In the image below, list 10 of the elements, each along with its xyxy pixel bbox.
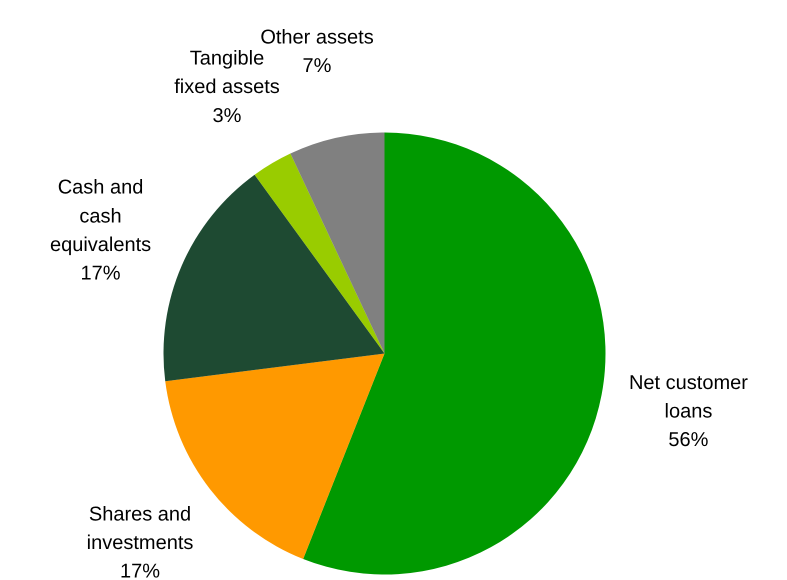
slice-label: Shares and investments: [86, 504, 194, 554]
data-label: 17%: [120, 560, 160, 580]
data-label: 7%: [302, 54, 332, 77]
slice-label: Net customer loans: [628, 372, 748, 422]
data-label: 56%: [668, 429, 709, 452]
data-label: 3%: [212, 104, 242, 127]
data-label: 17%: [80, 262, 121, 285]
slice-label: Tangible fixed assets: [174, 48, 280, 98]
slice-label: Cash and cash equivalents: [50, 176, 152, 256]
slice-label: Other assets: [260, 26, 374, 48]
